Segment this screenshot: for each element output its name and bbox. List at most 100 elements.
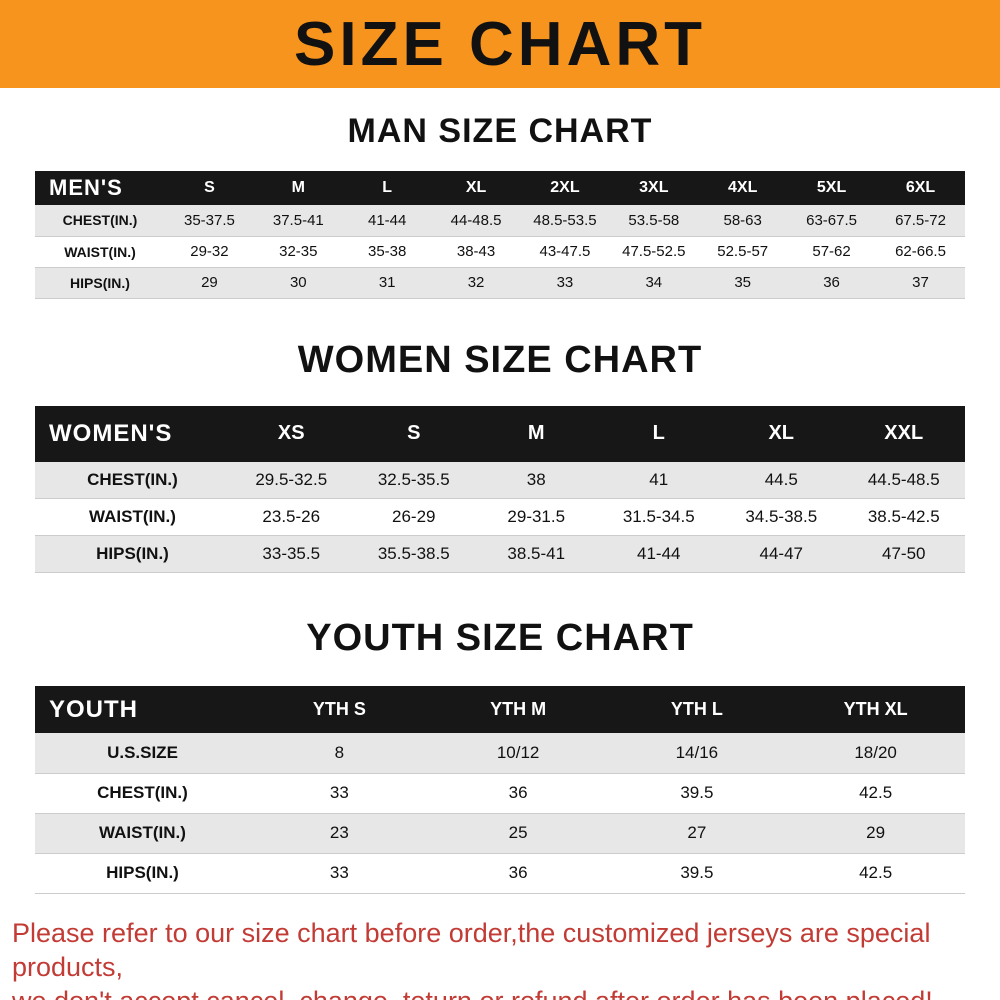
women-section-title: WOMEN SIZE CHART xyxy=(297,338,703,381)
men-section-title: MAN SIZE CHART xyxy=(347,112,653,150)
size-column-header: XXL xyxy=(884,422,924,444)
size-value: 33-35.5 xyxy=(230,535,353,573)
size-value: 36 xyxy=(428,853,608,894)
size-column-header: 5XL xyxy=(816,179,847,196)
note-line-2: we don't accept cancel, change, teturn o… xyxy=(12,984,990,1000)
row-label: HIPS(IN.) xyxy=(35,267,165,299)
size-value: 44-48.5 xyxy=(431,205,521,237)
size-value: 41-44 xyxy=(342,205,432,237)
size-column-header: XL xyxy=(768,422,795,444)
size-value: 36 xyxy=(787,267,876,299)
row-label: HIPS(IN.) xyxy=(35,853,250,894)
size-value: 47-50 xyxy=(842,535,965,573)
table-label-header: WOMEN'S xyxy=(49,419,173,447)
size-column-header: L xyxy=(382,179,393,196)
size-value: 37.5-41 xyxy=(253,205,343,237)
size-value: 18/20 xyxy=(786,733,965,774)
table-row: U.S.SIZE 8 10/12 14/16 18/20 xyxy=(35,733,965,774)
men-header-row: MEN'S S M L XL 2XL 3XL 4XL 5XL 6XL xyxy=(35,171,965,205)
size-value: 41-44 xyxy=(597,535,720,573)
size-value: 33 xyxy=(520,267,610,299)
size-column-header: 4XL xyxy=(728,179,758,196)
size-value: 27 xyxy=(607,813,787,854)
row-label: CHEST(IN.) xyxy=(35,205,165,237)
size-value: 38-43 xyxy=(431,236,521,268)
women-section: WOMEN SIZE CHART WOMEN'S XS S M L XL XXL CHEST(… xyxy=(0,338,1000,573)
men-size-table: MEN'S S M L XL 2XL 3XL 4XL 5XL 6XL CHEST(IN.) 35-37… xyxy=(35,171,965,299)
size-column-header: S xyxy=(204,179,215,196)
size-value: 37 xyxy=(876,267,965,299)
size-value: 42.5 xyxy=(786,853,965,894)
size-value: 36 xyxy=(428,773,608,814)
size-value: 33 xyxy=(250,773,429,814)
size-value: 63-67.5 xyxy=(787,205,876,237)
size-value: 35-38 xyxy=(342,236,432,268)
youth-section-title: YOUTH SIZE CHART xyxy=(306,617,694,659)
size-value: 34.5-38.5 xyxy=(720,498,843,536)
size-value: 62-66.5 xyxy=(876,236,965,268)
size-value: 47.5-52.5 xyxy=(609,236,699,268)
size-value: 39.5 xyxy=(607,773,787,814)
table-label-header: MEN'S xyxy=(49,175,123,200)
row-label: CHEST(IN.) xyxy=(35,773,250,814)
table-row: HIPS(IN.) 29 30 31 32 33 34 35 36 37 xyxy=(35,267,965,299)
men-section: MAN SIZE CHART MEN'S S M L XL 2XL 3XL 4XL 5XL 6XL… xyxy=(0,112,1000,299)
row-label: WAIST(IN.) xyxy=(35,498,230,536)
size-column-header: XS xyxy=(277,422,305,444)
youth-size-table: YOUTH YTH S YTH M YTH L YTH XL U.S.SIZE 8 10/12… xyxy=(35,686,965,894)
banner: SIZE CHART xyxy=(0,0,1000,88)
row-label: U.S.SIZE xyxy=(35,733,250,774)
size-value: 14/16 xyxy=(607,733,787,774)
size-value: 34 xyxy=(609,267,699,299)
size-value: 38.5-41 xyxy=(475,535,598,573)
row-label: HIPS(IN.) xyxy=(35,535,230,573)
size-value: 26-29 xyxy=(352,498,475,536)
size-value: 32.5-35.5 xyxy=(352,461,475,499)
row-label: CHEST(IN.) xyxy=(35,461,230,499)
table-row: WAIST(IN.) 23.5-26 26-29 29-31.5 31.5-34.5 34… xyxy=(35,498,965,536)
size-value: 10/12 xyxy=(428,733,608,774)
table-label-header: YOUTH xyxy=(49,695,138,723)
size-value: 29-32 xyxy=(165,236,254,268)
size-value: 38 xyxy=(475,461,598,499)
size-column-header: YTH S xyxy=(312,699,366,719)
size-value: 39.5 xyxy=(607,853,787,894)
size-value: 32-35 xyxy=(253,236,343,268)
table-row: HIPS(IN.) 33-35.5 35.5-38.5 38.5-41 41-44 44-… xyxy=(35,535,965,573)
size-value: 44-47 xyxy=(720,535,843,573)
size-value: 35 xyxy=(698,267,788,299)
size-value: 31.5-34.5 xyxy=(597,498,720,536)
size-value: 41 xyxy=(597,461,720,499)
table-row: CHEST(IN.) 35-37.5 37.5-41 41-44 44-48.5 48.5… xyxy=(35,205,965,237)
table-row: CHEST(IN.) 33 36 39.5 42.5 xyxy=(35,773,965,814)
size-value: 52.5-57 xyxy=(698,236,788,268)
size-column-header: 2XL xyxy=(550,179,580,196)
size-value: 58-63 xyxy=(698,205,788,237)
size-column-header: YTH XL xyxy=(843,699,908,719)
size-value: 57-62 xyxy=(787,236,876,268)
row-label: WAIST(IN.) xyxy=(35,813,250,854)
size-value: 23.5-26 xyxy=(230,498,353,536)
size-value: 29.5-32.5 xyxy=(230,461,353,499)
table-row: WAIST(IN.) 29-32 32-35 35-38 38-43 43-47.5 47.… xyxy=(35,236,965,268)
size-value: 38.5-42.5 xyxy=(842,498,965,536)
size-value: 53.5-58 xyxy=(609,205,699,237)
youth-header-row: YOUTH YTH S YTH M YTH L YTH XL xyxy=(35,686,965,733)
size-value: 23 xyxy=(250,813,429,854)
note-line-1: Please refer to our size chart before or… xyxy=(12,917,931,982)
size-value: 29 xyxy=(786,813,965,854)
youth-section: YOUTH SIZE CHART YOUTH YTH S YTH M YTH L YTH… xyxy=(0,617,1000,894)
women-header-row: WOMEN'S XS S M L XL XXL xyxy=(35,405,965,462)
size-value: 48.5-53.5 xyxy=(520,205,610,237)
size-value: 43-47.5 xyxy=(520,236,610,268)
size-value: 35-37.5 xyxy=(165,205,254,237)
size-value: 30 xyxy=(253,267,343,299)
size-value: 31 xyxy=(342,267,432,299)
table-row: CHEST(IN.) 29.5-32.5 32.5-35.5 38 41 44.5 44.5… xyxy=(35,461,965,499)
size-column-header: XL xyxy=(465,179,487,196)
table-row: HIPS(IN.) 33 36 39.5 42.5 xyxy=(35,853,965,894)
size-column-header: YTH L xyxy=(670,699,723,719)
size-charts: MAN SIZE CHART MEN'S S M L XL 2XL 3XL 4XL 5XL 6XL… xyxy=(0,112,1000,894)
size-value: 44.5 xyxy=(720,461,843,499)
size-value: 42.5 xyxy=(786,773,965,814)
